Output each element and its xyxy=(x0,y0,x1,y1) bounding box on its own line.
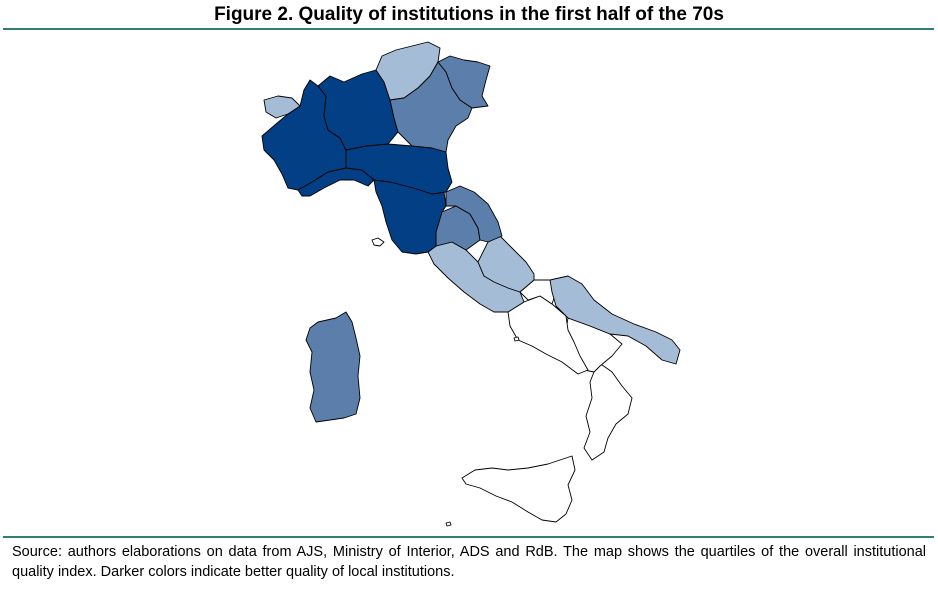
island-capri xyxy=(513,336,520,342)
figure-title: Figure 2. Quality of institutions in the… xyxy=(214,4,724,25)
region-sicilia xyxy=(461,455,576,523)
region-calabria xyxy=(583,361,633,461)
region-friuli xyxy=(437,55,491,109)
figure-caption: Source: authors elaborations on data fro… xyxy=(12,544,926,580)
bottom-rule xyxy=(3,536,934,538)
italy-map xyxy=(261,41,681,527)
region-valle-daosta xyxy=(263,95,301,119)
region-abruzzo xyxy=(477,235,535,293)
island-lampedusa xyxy=(445,521,452,527)
region-veneto xyxy=(389,61,473,153)
region-marche xyxy=(445,185,503,243)
region-lazio xyxy=(427,241,525,313)
region-sardegna xyxy=(305,311,361,423)
region-emilia-romagna xyxy=(345,143,453,195)
region-puglia xyxy=(549,275,681,365)
top-rule xyxy=(3,28,934,30)
island-elba xyxy=(371,237,385,247)
